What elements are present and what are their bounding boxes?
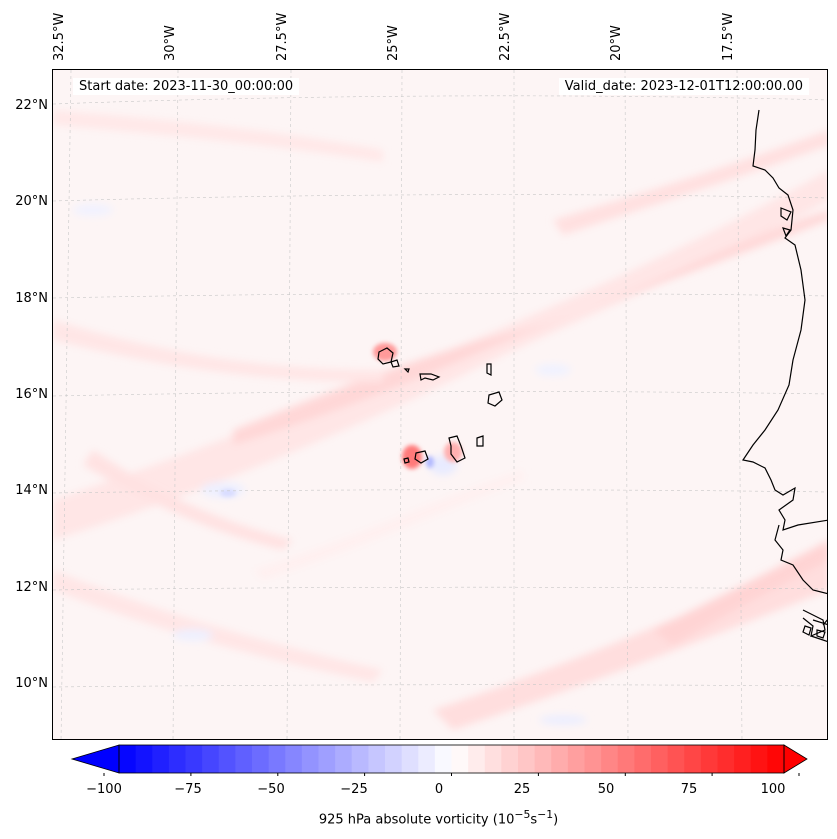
lat-label-18n: 18°N <box>15 291 48 306</box>
colorbar-cell <box>152 745 170 773</box>
vorticity-map <box>53 70 827 739</box>
colorbar-cell <box>301 745 320 773</box>
colorbar-cell <box>351 745 369 773</box>
colorbar-cell <box>385 745 403 773</box>
vorticity-background <box>53 70 827 739</box>
colorbar-tick: 75 <box>680 782 698 797</box>
colorbar-cell <box>734 745 752 773</box>
lon-label-22-5w: 22.5°W <box>498 12 513 61</box>
colorbar-cell <box>235 745 253 773</box>
lon-label-20w: 20°W <box>609 25 624 61</box>
lat-label-16n: 16°N <box>15 387 48 402</box>
lon-label-30w: 30°W <box>163 25 178 61</box>
colorbar-extend-min <box>70 744 120 774</box>
colorbar-cell <box>268 745 286 773</box>
colorbar-cell <box>534 745 552 773</box>
colorbar-cell <box>501 745 519 773</box>
colorbar-tick: −100 <box>86 782 122 797</box>
santiago-island <box>448 435 466 463</box>
colorbar-cell <box>401 745 419 773</box>
colorbar-cell <box>368 745 386 773</box>
colorbar-cell <box>335 745 353 773</box>
colorbar-cell <box>252 745 270 773</box>
colorbar-cell <box>750 745 768 773</box>
colorbar-cell <box>717 745 735 773</box>
colorbar-cells <box>70 744 808 774</box>
colorbar-extend-max <box>783 744 808 774</box>
colorbar-tick: 50 <box>597 782 615 797</box>
brava-island <box>403 457 410 464</box>
colorbar-cell <box>700 745 719 773</box>
coastlines <box>742 109 827 642</box>
colorbar-tick: 25 <box>513 782 531 797</box>
lat-label-12n: 12°N <box>15 580 48 595</box>
lat-label-10n: 10°N <box>15 676 48 691</box>
colorbar-cell <box>684 745 702 773</box>
lon-label-32-5w: 32.5°W <box>52 12 67 61</box>
lon-label-25w: 25°W <box>386 25 401 61</box>
colorbar-tick: −50 <box>257 782 285 797</box>
colorbar-cell <box>318 745 336 773</box>
colorbar <box>70 744 808 776</box>
colorbar-cell <box>418 745 436 773</box>
colorbar-cell <box>451 745 469 773</box>
colorbar-tick: −75 <box>174 782 202 797</box>
canary-coast-fragment <box>780 207 792 238</box>
colorbar-cell <box>119 745 137 773</box>
colorbar-cell <box>285 745 303 773</box>
cape-verde-islands <box>377 347 503 464</box>
fogo-island <box>414 450 429 464</box>
colorbar-ticks <box>103 773 800 776</box>
valid-date-label: Valid_date: 2023-12-01T12:00:00.00 <box>558 78 809 95</box>
colorbar-cell <box>651 745 669 773</box>
lat-label-14n: 14°N <box>15 483 48 498</box>
colorbar-cell <box>484 745 502 773</box>
colorbar-cell <box>168 745 187 773</box>
colorbar-label: 925 hPa absolute vorticity (10−5s−1) <box>318 808 559 828</box>
start-date-label: Start date: 2023-11-30_00:00:00 <box>73 78 300 95</box>
colorbar-cell <box>567 745 586 773</box>
lon-label-27-5w: 27.5°W <box>275 12 290 61</box>
colorbar-cell <box>218 745 236 773</box>
maio-island <box>476 435 484 447</box>
bijagos-islands <box>802 625 826 639</box>
colorbar-tick: −25 <box>340 782 368 797</box>
colorbar-cell <box>185 745 203 773</box>
colorbar-cell <box>434 745 453 773</box>
colorbar-cell <box>202 745 220 773</box>
africa-coast <box>742 109 827 642</box>
colorbar-cell <box>468 745 486 773</box>
sao-nicolau-island <box>419 373 441 381</box>
lat-label-20n: 20°N <box>15 194 48 209</box>
colorbar-cell <box>667 745 685 773</box>
colorbar-cell <box>518 745 536 773</box>
colorbar-cell <box>617 745 635 773</box>
colorbar-cell <box>767 745 785 773</box>
graticule <box>53 70 827 739</box>
colorbar-cell <box>634 745 652 773</box>
colorbar-cell <box>551 745 569 773</box>
sao-vicente-island <box>390 359 400 368</box>
sal-island <box>486 363 492 376</box>
map-panel: Start date: 2023-11-30_00:00:00 Valid_da… <box>52 69 828 740</box>
colorbar-cell <box>601 745 619 773</box>
colorbar-tick: 100 <box>760 782 786 797</box>
colorbar-tick: 0 <box>434 782 444 797</box>
boa-vista-island <box>487 391 503 407</box>
santa-luzia-island <box>403 368 410 374</box>
colorbar-cell <box>584 745 602 773</box>
vorticity-bands <box>53 110 827 730</box>
lat-label-22n: 22°N <box>15 98 48 113</box>
colorbar-cell <box>135 745 153 773</box>
lon-label-17-5w: 17.5°W <box>721 12 736 61</box>
